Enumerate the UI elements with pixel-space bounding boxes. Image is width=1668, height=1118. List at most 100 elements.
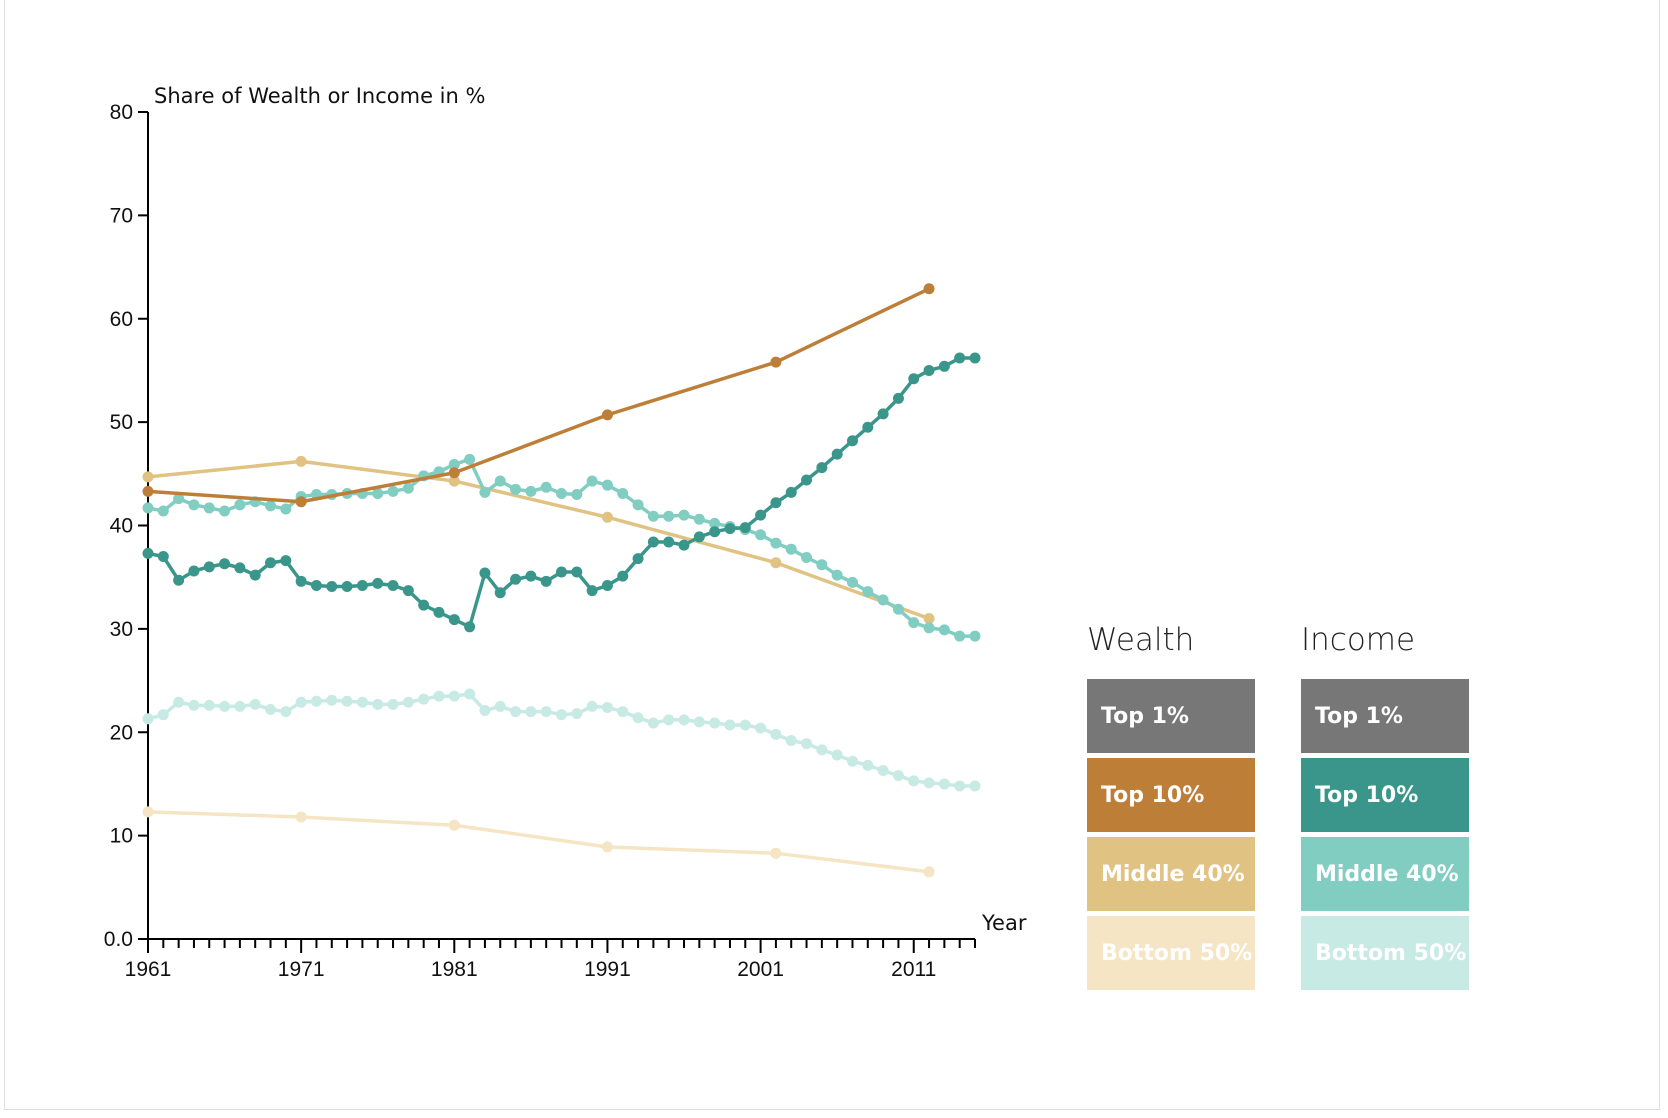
data-point-income-bottom-50 xyxy=(831,749,843,761)
data-point-income-middle-40 xyxy=(494,475,506,487)
series-line-income-middle-40 xyxy=(147,457,975,638)
data-point-income-top-10 xyxy=(494,587,506,599)
data-point-income-bottom-50 xyxy=(494,700,506,712)
income-bottom-50-label: Bottom 50% xyxy=(1315,940,1467,966)
series-line-wealth-bottom-50 xyxy=(147,810,930,874)
data-point-income-middle-40 xyxy=(601,479,613,491)
data-point-income-middle-40 xyxy=(846,576,858,588)
data-point-income-middle-40 xyxy=(938,624,950,636)
data-point-income-top-10 xyxy=(372,577,384,589)
legend-heading-income: Income xyxy=(1301,622,1416,658)
wealth-middle-40-label: Middle 40% xyxy=(1101,861,1245,887)
data-point-income-top-10 xyxy=(387,579,399,591)
data-point-income-bottom-50 xyxy=(142,713,154,725)
data-point-income-middle-40 xyxy=(479,486,491,498)
data-point-income-middle-40 xyxy=(954,630,966,642)
wealth-top-1-button[interactable]: Top 1% xyxy=(1087,679,1255,753)
series-wealth-middle-40 xyxy=(142,455,935,625)
data-point-income-top-10 xyxy=(556,566,567,578)
data-point-income-middle-40 xyxy=(510,483,522,495)
data-point-income-bottom-50 xyxy=(188,699,200,711)
data-point-wealth-middle-40 xyxy=(448,475,460,487)
income-top-1-button[interactable]: Top 1% xyxy=(1301,679,1469,753)
y-tick-label: 0.0 xyxy=(104,928,133,951)
data-point-wealth-bottom-50 xyxy=(601,841,613,853)
wealth-top-1-label: Top 1% xyxy=(1101,703,1189,729)
data-point-income-bottom-50 xyxy=(586,700,598,712)
data-point-income-bottom-50 xyxy=(954,780,966,792)
data-point-wealth-top-10 xyxy=(142,485,154,497)
data-point-income-bottom-50 xyxy=(801,738,813,750)
data-point-income-top-10 xyxy=(892,392,904,404)
data-point-income-bottom-50 xyxy=(556,709,567,721)
y-tick-label: 20 xyxy=(110,721,133,744)
income-bottom-50-button[interactable]: Bottom 50% xyxy=(1301,916,1469,990)
data-point-income-top-10 xyxy=(617,570,629,582)
data-point-income-bottom-50 xyxy=(647,717,659,729)
data-point-income-middle-40 xyxy=(770,537,782,549)
data-point-income-bottom-50 xyxy=(601,701,613,713)
data-point-income-bottom-50 xyxy=(280,706,292,718)
data-point-income-middle-40 xyxy=(663,510,675,522)
axes: 0.0 10 20 30 40 50 60 70 80 1961 1971 1981 1991 2001 2… xyxy=(104,101,976,981)
data-point-income-middle-40 xyxy=(617,487,629,499)
data-point-income-top-10 xyxy=(709,526,721,538)
data-point-income-middle-40 xyxy=(372,487,384,499)
data-point-wealth-bottom-50 xyxy=(448,819,460,831)
y-tick-label: 40 xyxy=(110,515,133,538)
data-point-income-bottom-50 xyxy=(892,770,904,782)
income-middle-40-button[interactable]: Middle 40% xyxy=(1301,837,1469,911)
data-point-income-bottom-50 xyxy=(540,706,552,718)
data-point-income-top-10 xyxy=(908,373,920,385)
data-point-income-middle-40 xyxy=(801,552,813,564)
x-tick-label: 1981 xyxy=(431,958,478,981)
data-point-income-top-10 xyxy=(540,575,552,587)
data-point-income-top-10 xyxy=(647,536,659,548)
data-point-income-top-10 xyxy=(448,614,460,626)
line-chart: 0.0 10 20 30 40 50 60 70 80 1961 1971 1981 1991 2001 2… xyxy=(104,84,1027,981)
data-point-income-top-10 xyxy=(157,551,169,563)
series-line-wealth-top-10 xyxy=(147,287,930,504)
y-tick-label: 50 xyxy=(110,411,133,434)
data-point-income-top-10 xyxy=(418,599,430,611)
data-point-income-top-10 xyxy=(234,562,246,574)
data-point-income-bottom-50 xyxy=(219,700,231,712)
data-point-wealth-bottom-50 xyxy=(142,806,154,818)
data-point-income-middle-40 xyxy=(280,503,292,515)
series-wealth-bottom-50 xyxy=(142,806,935,878)
data-point-income-top-10 xyxy=(678,539,690,551)
data-point-income-top-10 xyxy=(249,569,261,581)
income-top-10-label: Top 10% xyxy=(1315,782,1419,808)
data-point-income-middle-40 xyxy=(387,485,399,497)
income-top-1-label: Top 1% xyxy=(1315,703,1403,729)
data-point-income-bottom-50 xyxy=(173,696,185,708)
data-point-income-middle-40 xyxy=(709,517,721,529)
data-point-income-bottom-50 xyxy=(846,755,858,767)
data-point-wealth-bottom-50 xyxy=(770,847,782,859)
data-point-income-middle-40 xyxy=(923,622,935,634)
data-point-income-bottom-50 xyxy=(632,712,644,724)
income-top-10-button[interactable]: Top 10% xyxy=(1301,758,1469,832)
data-point-income-middle-40 xyxy=(647,510,659,522)
data-point-income-middle-40 xyxy=(877,594,889,606)
data-point-income-middle-40 xyxy=(157,505,169,517)
wealth-bottom-50-button[interactable]: Bottom 50% xyxy=(1087,916,1255,990)
data-point-income-top-10 xyxy=(969,352,981,364)
data-point-income-middle-40 xyxy=(142,502,154,514)
data-point-wealth-middle-40 xyxy=(295,455,307,467)
data-point-income-middle-40 xyxy=(448,459,460,471)
wealth-top-10-button[interactable]: Top 10% xyxy=(1087,758,1255,832)
data-point-income-bottom-50 xyxy=(157,709,169,721)
data-point-income-bottom-50 xyxy=(387,698,399,710)
series-line-wealth-middle-40 xyxy=(147,459,930,621)
data-point-income-bottom-50 xyxy=(418,693,430,705)
data-point-income-top-10 xyxy=(510,573,522,585)
data-point-income-middle-40 xyxy=(219,505,231,517)
data-point-wealth-top-10 xyxy=(601,409,613,421)
data-point-income-bottom-50 xyxy=(709,717,721,729)
data-point-income-middle-40 xyxy=(693,513,705,525)
data-point-income-top-10 xyxy=(265,557,277,569)
series-income-top-10 xyxy=(142,352,981,633)
wealth-middle-40-button[interactable]: Middle 40% xyxy=(1087,837,1255,911)
data-point-income-middle-40 xyxy=(571,488,583,500)
